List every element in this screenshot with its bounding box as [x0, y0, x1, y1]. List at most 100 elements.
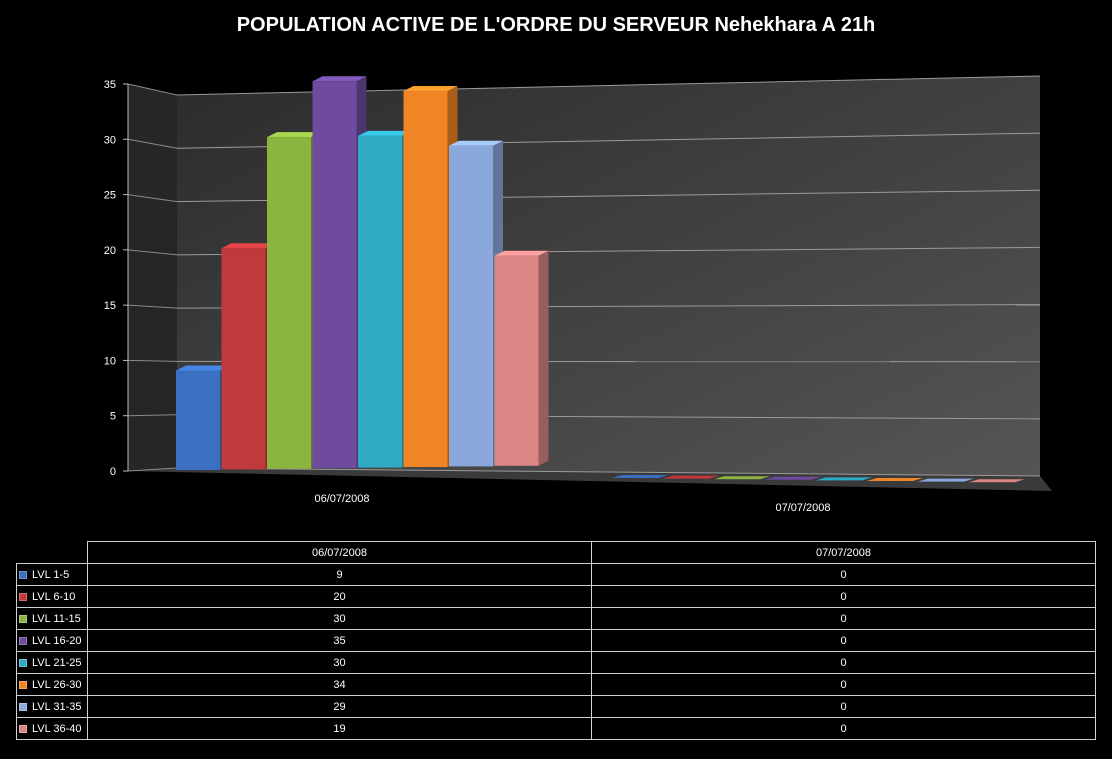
bar-chart-3d: 0 5 10 15 20 25 30 35 06/07/2008 07/07/2008: [104, 75, 1052, 514]
x-category-label: 07/07/2008: [775, 502, 830, 514]
x-category-label: 06/07/2008: [314, 493, 369, 505]
y-tick-label: 5: [110, 411, 116, 423]
legend-label: LVL 36-40: [32, 722, 82, 735]
legend-label: LVL 26-30: [32, 678, 82, 691]
table-row: LVL 11-15 30 0: [16, 607, 1096, 630]
legend-entry: LVL 21-25: [16, 651, 88, 674]
legend-entry: LVL 11-15: [16, 607, 88, 630]
gridline-side: [127, 194, 178, 203]
legend-swatch-icon: [19, 636, 27, 645]
bar: [494, 255, 539, 466]
table-row: LVL 26-30 34 0: [16, 673, 1096, 696]
bar: [221, 248, 266, 470]
bar: [267, 137, 311, 469]
legend-swatch-icon: [19, 724, 27, 733]
table-cell-value: 34: [87, 673, 592, 696]
legend-swatch-icon: [19, 680, 27, 689]
legend-entry: LVL 26-30: [16, 673, 88, 696]
legend-label: LVL 11-15: [32, 612, 81, 625]
table-row: LVL 6-10 20 0: [16, 585, 1096, 608]
table-cell-value: 0: [591, 585, 1096, 608]
bar: [764, 476, 822, 480]
table-row: LVL 21-25 30 0: [16, 651, 1096, 674]
legend-swatch-icon: [19, 614, 27, 623]
table-cell-value: 30: [87, 651, 592, 674]
table-cell-value: 0: [591, 651, 1096, 674]
legend-label: LVL 31-35: [32, 700, 82, 713]
bar-top: [267, 132, 321, 138]
bar-top: [403, 86, 458, 92]
table-cell-value: 0: [591, 673, 1096, 696]
bar-top: [358, 130, 412, 136]
gridline-side: [127, 138, 178, 149]
table-cell-value: 30: [87, 607, 592, 630]
floor: [128, 468, 1052, 491]
table-cell-value: 29: [87, 695, 592, 718]
table-cell-value: 20: [87, 585, 592, 608]
table-cell-value: 35: [87, 629, 592, 652]
bar-top: [449, 140, 503, 146]
bar: [917, 478, 974, 482]
bar-top: [176, 365, 230, 371]
table-row: LVL 1-5 9 0: [16, 563, 1096, 586]
bar: [403, 91, 448, 468]
y-tick-label: 30: [104, 134, 116, 146]
gridline-side: [127, 304, 178, 309]
gridline: [176, 467, 1041, 477]
gridline-side: [127, 83, 178, 96]
legend-entry: LVL 16-20: [16, 629, 88, 652]
bar: [449, 145, 493, 467]
legend-label: LVL 16-20: [32, 634, 82, 647]
table-cell-value: 0: [591, 629, 1096, 652]
bar: [176, 370, 220, 470]
table-cell-value: 0: [591, 717, 1096, 740]
legend-label: LVL 6-10: [32, 590, 76, 603]
side-wall: [128, 84, 177, 471]
y-tick-label: 25: [104, 190, 116, 202]
legend-swatch-icon: [19, 702, 27, 711]
table-cell-value: 0: [591, 695, 1096, 718]
table-cell-value: 19: [87, 717, 592, 740]
table-header-date-1: 06/07/2008: [87, 541, 592, 564]
table-cell-value: 9: [87, 563, 592, 586]
bar: [358, 135, 402, 468]
y-tick-label: 20: [104, 245, 116, 257]
table-header-row: 06/07/2008 07/07/2008: [17, 541, 1096, 564]
bar-top: [494, 250, 549, 256]
gridline-side: [127, 467, 178, 472]
bar: [866, 478, 923, 481]
bar: [662, 475, 720, 479]
bar-top: [221, 243, 276, 249]
bar: [713, 476, 771, 480]
table-row: LVL 16-20 35 0: [16, 629, 1096, 652]
bar-side: [538, 250, 549, 466]
legend-entry: LVL 36-40: [16, 717, 88, 740]
table-row: LVL 36-40 19 0: [16, 717, 1096, 740]
legend-entry: LVL 1-5: [16, 563, 88, 586]
table-cell-value: 0: [591, 563, 1096, 586]
data-table: 06/07/2008 07/07/2008 LVL 1-5 9 0 LVL 6-10 2…: [16, 541, 1096, 740]
chart-title: POPULATION ACTIVE DE L'ORDRE DU SERVEUR …: [236, 14, 876, 36]
y-tick-label: 15: [104, 300, 116, 312]
y-tick-label: 0: [110, 466, 116, 478]
legend-swatch-icon: [19, 592, 27, 601]
table-header-date-2: 07/07/2008: [591, 541, 1096, 564]
gridline-side: [127, 414, 178, 417]
legend-entry: LVL 31-35: [16, 695, 88, 718]
bar: [612, 475, 669, 478]
table-row: LVL 31-35 29 0: [16, 695, 1096, 718]
legend-entry: LVL 6-10: [16, 585, 88, 608]
gridline-side: [127, 249, 178, 256]
bar-top: [312, 76, 367, 82]
bar: [312, 81, 357, 469]
gridline-side: [127, 359, 178, 362]
bar: [815, 477, 873, 481]
legend-label: LVL 1-5: [32, 568, 70, 581]
y-tick-label: 10: [104, 355, 116, 367]
table-corner: [17, 542, 88, 564]
bar: [968, 479, 1025, 483]
legend-swatch-icon: [19, 570, 27, 579]
legend-swatch-icon: [19, 658, 27, 667]
table-cell-value: 0: [591, 607, 1096, 630]
legend-label: LVL 21-25: [32, 656, 82, 669]
